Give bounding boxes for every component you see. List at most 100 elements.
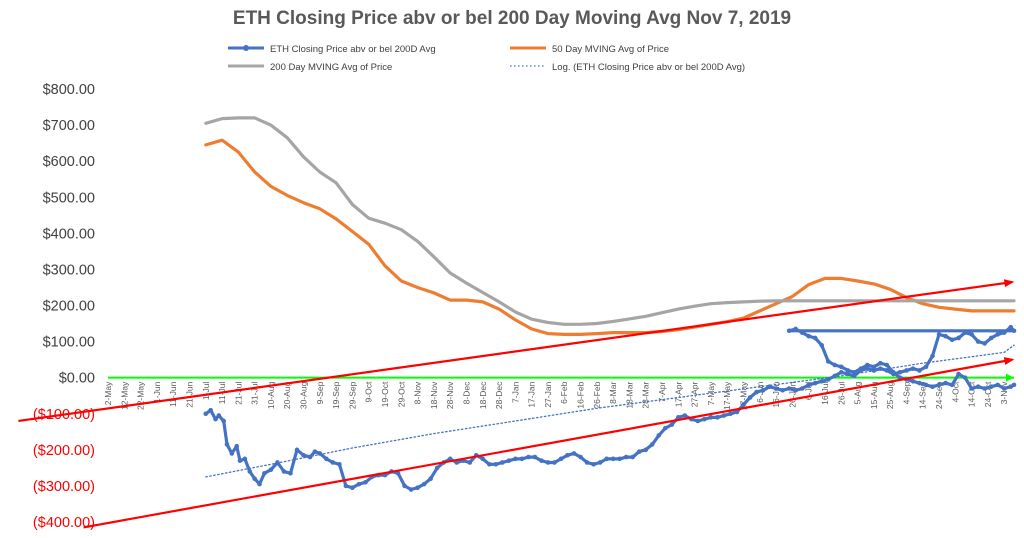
data-point <box>825 359 831 364</box>
series-line <box>204 116 1016 326</box>
data-point <box>760 387 766 393</box>
data-point <box>649 442 655 447</box>
x-tick-label: 25-Aug <box>885 381 895 409</box>
data-point <box>617 456 622 462</box>
data-point <box>337 461 342 467</box>
x-tick-label: 18-Dec <box>478 381 488 409</box>
data-point <box>571 451 577 456</box>
data-point <box>221 418 226 424</box>
data-point <box>786 328 792 334</box>
data-point <box>526 454 531 460</box>
data-point <box>865 366 870 371</box>
x-tick-label: 20-Aug <box>282 381 292 409</box>
data-point <box>806 333 811 339</box>
data-point <box>662 425 668 431</box>
series-line <box>204 325 1016 492</box>
data-point <box>623 454 629 460</box>
y-tick-label: $300.00 <box>43 262 95 278</box>
y-tick-label: $600.00 <box>43 154 95 170</box>
data-point <box>858 366 864 371</box>
data-point <box>943 333 948 339</box>
data-point <box>434 465 440 471</box>
data-point <box>252 476 257 482</box>
x-tick-label: 6-Jul <box>804 382 814 401</box>
data-point <box>897 369 903 375</box>
x-tick-label: 28-Mar <box>641 382 651 409</box>
x-tick-label: 26-Feb <box>592 381 602 408</box>
data-point <box>656 433 662 438</box>
data-point <box>969 332 974 337</box>
legend-label: 50 Day MVING Avg of Price <box>552 44 669 55</box>
x-tick-label: 7-Jan <box>510 381 520 403</box>
data-point <box>728 411 733 417</box>
data-point <box>845 368 851 373</box>
data-point <box>988 335 994 341</box>
x-tick-label: 10-Aug <box>266 381 276 409</box>
x-tick-label: 15-Aug <box>869 381 879 409</box>
data-point <box>865 362 870 368</box>
x-tick-label: 7-Apr <box>657 382 667 403</box>
x-tick-label: 11-Jun <box>168 381 178 407</box>
x-tick-label: 30-Aug <box>299 381 309 409</box>
data-point <box>832 362 838 368</box>
x-tick-label: 4-Oct <box>950 381 960 402</box>
y-tick-label: ($300.00) <box>33 479 95 495</box>
x-tick-label: 1-Jun <box>152 381 162 403</box>
data-point <box>1008 324 1014 330</box>
data-point <box>237 458 243 463</box>
data-point <box>812 335 818 341</box>
x-tick-label: 16-Jun <box>771 381 781 407</box>
data-point <box>799 330 805 335</box>
data-point <box>956 371 961 377</box>
data-point <box>216 413 222 418</box>
data-point <box>257 481 262 487</box>
data-point <box>234 443 240 449</box>
data-point <box>793 387 798 393</box>
data-point <box>975 384 981 389</box>
data-point <box>969 386 974 391</box>
data-point <box>799 386 805 391</box>
zero-line-arrow <box>1006 373 1014 382</box>
data-point <box>395 470 401 476</box>
data-point <box>676 415 681 420</box>
data-point <box>838 364 844 370</box>
data-point <box>878 360 883 366</box>
data-point <box>203 411 209 417</box>
x-tick-label: 14-Oct <box>967 381 977 407</box>
data-point <box>532 454 538 460</box>
x-tick-label: 6-Feb <box>559 381 569 403</box>
data-point <box>669 422 675 427</box>
data-point <box>356 481 362 487</box>
y-tick-label: $200.00 <box>43 299 95 315</box>
data-point <box>565 452 570 458</box>
x-tick-label: 21-Jun <box>184 381 194 407</box>
data-point <box>747 395 753 400</box>
data-point <box>493 461 499 467</box>
data-point <box>832 373 838 379</box>
legend-marker <box>243 45 249 51</box>
data-point <box>415 485 420 491</box>
data-point <box>312 449 318 454</box>
data-point <box>930 384 935 389</box>
y-tick-label: $800.00 <box>43 82 95 98</box>
data-point <box>917 368 922 373</box>
data-point <box>1011 382 1017 388</box>
data-point <box>643 447 649 453</box>
legend-label: 200 Day MVING Avg of Price <box>270 62 392 73</box>
data-point <box>891 369 896 375</box>
x-tick-label: 5-Aug <box>853 381 863 404</box>
data-point <box>281 469 287 474</box>
data-point <box>500 460 505 465</box>
data-point <box>513 456 518 462</box>
x-tick-label: 26-Jun <box>787 381 797 407</box>
x-tick-label: 17-May <box>722 381 732 410</box>
x-tick-label: 24-Oct <box>983 381 993 407</box>
x-tick-label: 16-Feb <box>576 381 586 408</box>
data-point <box>995 332 1001 337</box>
data-point <box>330 460 336 465</box>
data-point <box>852 373 857 379</box>
data-point <box>949 337 955 343</box>
data-point <box>956 335 961 341</box>
data-point <box>930 353 935 359</box>
